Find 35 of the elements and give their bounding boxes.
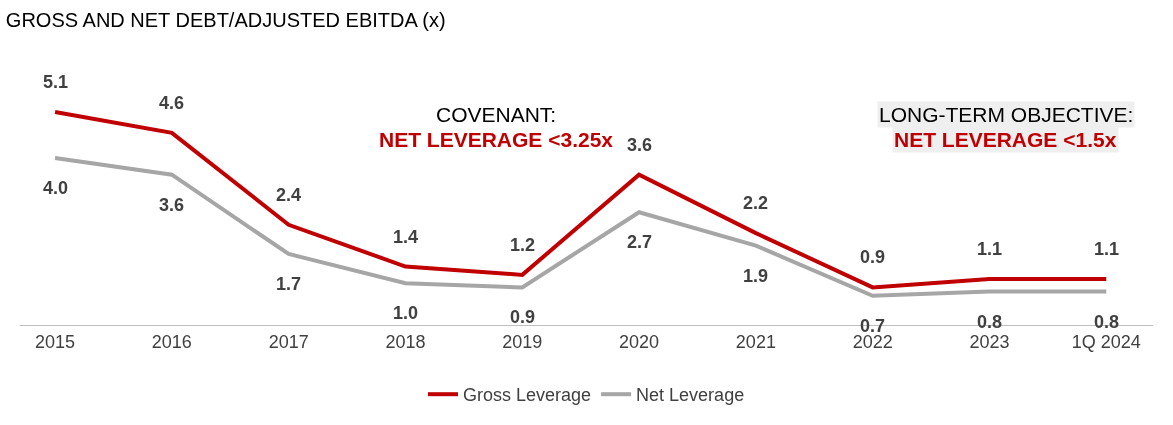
data-label: 4.6 — [159, 93, 185, 113]
data-label: 1.0 — [393, 303, 419, 323]
data-label: 3.6 — [159, 195, 185, 215]
x-tick-label: 1Q 2024 — [1071, 331, 1141, 352]
data-label: 1.4 — [393, 227, 419, 247]
annotation: NET LEVERAGE <1.5x — [894, 128, 1117, 151]
x-tick-label: 2019 — [502, 331, 543, 352]
data-label: 2.4 — [276, 185, 302, 205]
legend-label: Net Leverage — [636, 385, 745, 406]
legend-label: Gross Leverage — [463, 385, 592, 406]
chart-title: GROSS AND NET DEBT/ADJUSTED EBITDA (x) — [5, 8, 446, 31]
data-label: 2.2 — [743, 193, 769, 213]
data-label: 4.0 — [43, 178, 69, 198]
annotation: NET LEVERAGE <3.25x — [379, 128, 614, 151]
annotation: LONG-TERM OBJECTIVE: — [879, 103, 1134, 126]
x-tick-label: 2015 — [35, 331, 76, 352]
annotation: COVENANT: — [436, 103, 557, 126]
data-label: 1.2 — [510, 235, 536, 255]
x-tick-label: 2021 — [735, 331, 776, 352]
data-label: 2.7 — [627, 232, 653, 252]
data-label: 5.1 — [43, 72, 69, 92]
data-label: 1.9 — [743, 266, 769, 286]
x-tick-label: 2018 — [385, 331, 426, 352]
data-label: 1.1 — [977, 239, 1003, 259]
data-label: 1.1 — [1094, 239, 1120, 259]
data-label: 0.8 — [977, 312, 1003, 332]
data-label: 0.9 — [860, 247, 886, 267]
x-tick-label: 2023 — [969, 331, 1010, 352]
data-label: 0.8 — [1094, 312, 1120, 332]
data-label: 3.6 — [627, 135, 653, 155]
data-label: 0.9 — [510, 307, 536, 327]
x-tick-label: 2016 — [151, 331, 192, 352]
data-label: 1.7 — [276, 274, 302, 294]
x-tick-label: 2020 — [619, 331, 660, 352]
x-tick-label: 2017 — [268, 331, 309, 352]
